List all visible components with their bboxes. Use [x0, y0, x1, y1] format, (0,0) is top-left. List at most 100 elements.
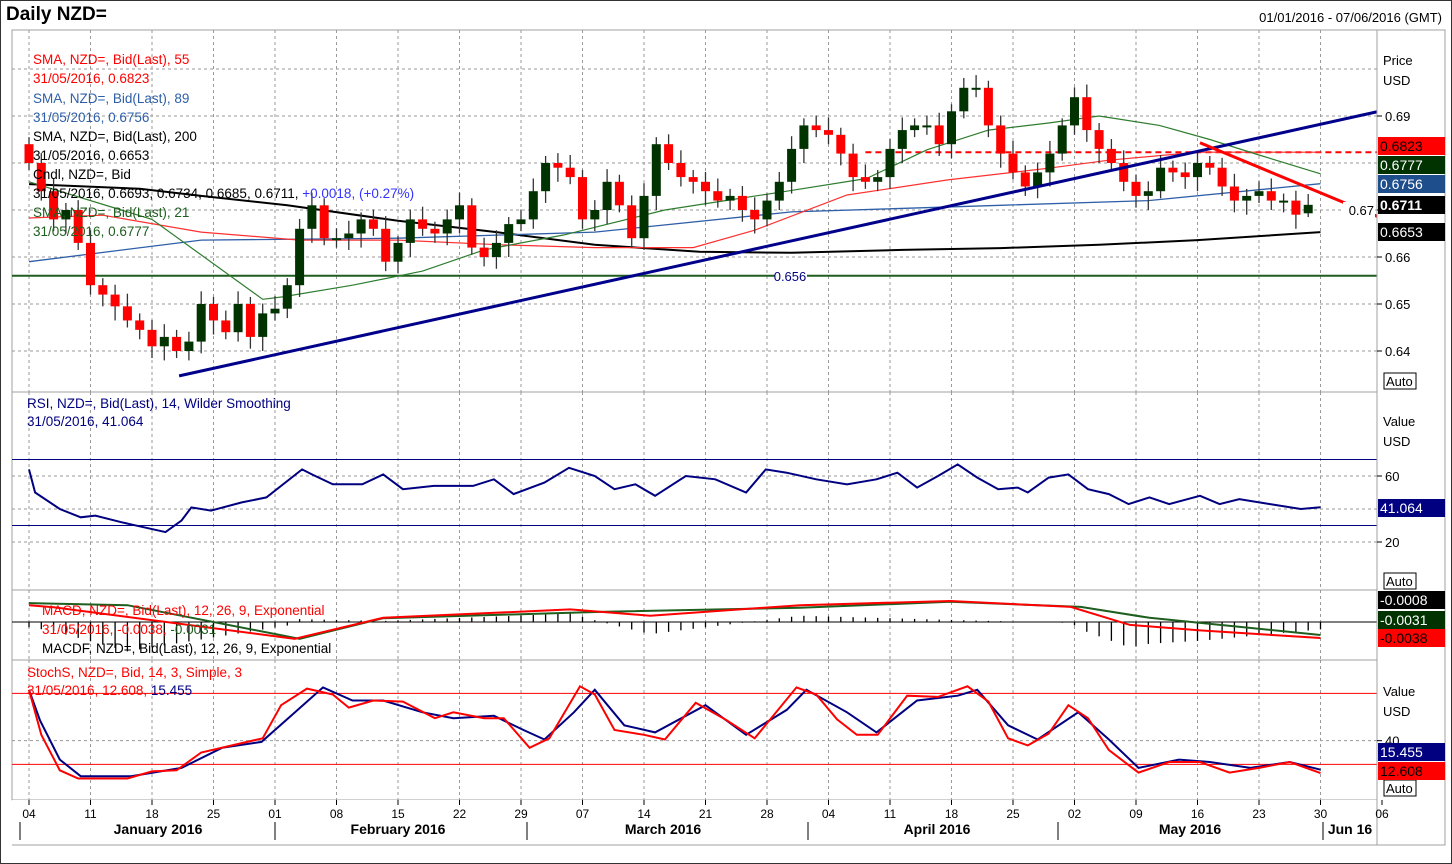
candle-body	[344, 233, 354, 239]
candle-body	[1057, 125, 1067, 154]
stoch-axis-title: Value	[1383, 684, 1415, 699]
stochastic-pane[interactable]	[11, 659, 1378, 801]
candle-body	[98, 285, 108, 295]
candle-body	[1131, 181, 1141, 196]
price-axis-unit: USD	[1383, 73, 1410, 88]
legend-sma200-value: 31/05/2016, 0.6653	[33, 148, 150, 163]
x-axis-day-label: 11	[84, 807, 97, 821]
candle-body	[1106, 148, 1116, 163]
candle-body	[491, 242, 501, 257]
legend-macdf-name: MACDF, NZD=, Bid(Last), 12, 26, 9, Expon…	[42, 641, 332, 656]
x-axis-day-label: 04	[822, 807, 836, 821]
auto-scale-button[interactable]	[1383, 572, 1417, 590]
candle-body	[873, 177, 883, 182]
value-badge-stoch	[1378, 743, 1445, 761]
candle-body	[393, 242, 403, 262]
candle-body	[516, 219, 526, 225]
candle-body	[1033, 172, 1043, 187]
value-badge-text: 12.608	[1380, 763, 1423, 779]
price-axis-label: 0.66	[1385, 250, 1410, 265]
candle-body	[442, 219, 452, 234]
candle-body	[1279, 200, 1289, 203]
candle-body	[528, 191, 538, 220]
price-pane[interactable]	[11, 29, 1378, 393]
rsi-line	[28, 463, 1321, 534]
x-axis-day-label: 21	[699, 807, 713, 821]
candle-body	[824, 130, 833, 135]
legend-sma55-name: SMA, NZD=, Bid(Last), 55	[33, 52, 190, 67]
candle-body	[258, 313, 268, 337]
candle-body	[811, 125, 821, 131]
value-badge-price	[1378, 137, 1445, 155]
value-badge-macd	[1378, 591, 1445, 609]
candle-body	[110, 294, 120, 307]
candle-body	[590, 210, 600, 220]
candle-body	[1156, 167, 1166, 192]
legend-candle-ohlc: 31/05/2016, 0.6693, 0.6734, 0.6685, 0.67…	[33, 186, 299, 201]
uptrend-trendline	[178, 108, 1387, 378]
legend-candle-value: 31/05/2016, 0.6693, 0.6734, 0.6685, 0.67…	[33, 186, 414, 202]
candle-body	[1205, 163, 1215, 168]
candle-body	[319, 205, 329, 239]
candle-body	[1291, 200, 1301, 215]
candle-body	[713, 191, 723, 201]
value-badge-text: -0.0038	[1380, 630, 1428, 646]
candle-body	[1008, 153, 1018, 173]
x-axis-day-label: 02	[1068, 807, 1082, 821]
candle-body	[307, 205, 317, 229]
x-axis-month-label: April 2016	[904, 821, 971, 837]
auto-scale-label: Auto	[1386, 374, 1413, 389]
candle-body	[1045, 153, 1055, 173]
legend-candle-name: Cndl, NZD=, Bid	[33, 167, 131, 182]
value-badge-text: 0.6653	[1380, 224, 1423, 240]
x-axis-month-label: March 2016	[625, 821, 701, 837]
macd-line	[28, 599, 1321, 640]
legend-stoch-k-value: 31/05/2016, 12.608,	[27, 683, 148, 698]
candle-body	[295, 228, 305, 286]
x-axis-day-label: 30	[1314, 807, 1328, 821]
value-badge-price	[1378, 156, 1445, 174]
candle-body	[725, 195, 735, 201]
value-badge-text: 15.455	[1380, 744, 1423, 760]
candle-body	[61, 210, 71, 220]
candle-body	[614, 181, 624, 206]
candle-body	[983, 87, 993, 126]
candle-body	[860, 177, 870, 182]
x-axis-month-label: February 2016	[351, 821, 446, 837]
candle-body	[639, 195, 649, 239]
macd-pane[interactable]	[11, 589, 1378, 661]
auto-scale-button[interactable]	[1383, 372, 1417, 390]
candle-body	[750, 210, 760, 220]
price-axis-label: 0.69	[1385, 109, 1410, 124]
rsi-axis-title: Value	[1383, 414, 1415, 429]
candle-body	[897, 130, 907, 149]
auto-scale-label: Auto	[1386, 574, 1413, 589]
x-axis-day-label: 28	[760, 807, 774, 821]
candle-body	[282, 285, 292, 309]
candle-body	[122, 306, 132, 321]
legend-sma89-value: 31/05/2016, 0.6756	[33, 110, 150, 125]
x-axis-day-label: 25	[1006, 807, 1020, 821]
candle-body	[1143, 191, 1153, 196]
candle-body	[1082, 97, 1092, 131]
x-axis-day-label: 18	[945, 807, 959, 821]
rsi-axis-unit: USD	[1383, 434, 1410, 449]
candle-body	[147, 329, 157, 347]
price-axis-label: 0.64	[1385, 344, 1410, 359]
level-label-0656: 0.656	[774, 269, 807, 284]
candle-body	[1020, 172, 1030, 187]
rsi-pane[interactable]	[11, 391, 1378, 591]
candle-body	[135, 320, 145, 330]
candle-body	[73, 210, 83, 243]
candle-body	[737, 195, 747, 210]
x-axis-day-label: 29	[514, 807, 528, 821]
price-axis-title: Price	[1383, 53, 1413, 68]
value-badge-text: 0.6756	[1380, 176, 1423, 192]
x-axis-day-label: 11	[884, 807, 897, 821]
stoch-k-line	[28, 684, 1321, 780]
candle-body	[836, 134, 846, 154]
x-axis-month-label: Jun 16	[1328, 821, 1373, 837]
macd-signal-line	[28, 600, 1321, 640]
candle-body	[1119, 163, 1129, 182]
